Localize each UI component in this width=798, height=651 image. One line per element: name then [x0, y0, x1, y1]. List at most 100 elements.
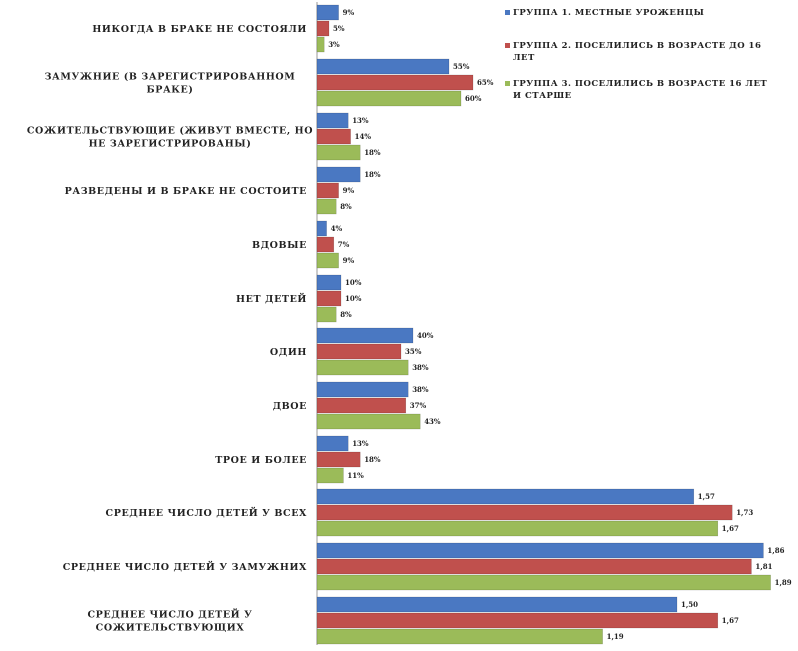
- bar-s1-c10: [316, 488, 695, 505]
- data-label-s1-c5: 4%: [331, 224, 343, 233]
- legend-entry-2: ГРУППА 2. ПОСЕЛИЛИСЬ В ВОЗРАСТЕ ДО 16 ЛЕТ: [513, 41, 761, 63]
- bar-s1-c11: [316, 542, 764, 559]
- data-label-s2-c10: 1,73: [736, 508, 753, 517]
- category-label-7: ОДИН: [270, 347, 307, 358]
- category-label-line: ТРОЕ И БОЛЕЕ: [215, 455, 307, 466]
- bar-s3-c2: [316, 90, 462, 107]
- data-label-s3-c7: 38%: [412, 363, 429, 372]
- bar-s1-c8: [316, 381, 409, 398]
- legend-entry-line: ГРУППА 2. ПОСЕЛИЛИСЬ В ВОЗРАСТЕ ДО 16: [513, 41, 761, 51]
- data-label-s1-c3: 13%: [352, 116, 369, 125]
- bar-s2-c3: [316, 128, 351, 145]
- data-label-s3-c3: 18%: [364, 148, 381, 157]
- bar-s2-c7: [316, 343, 402, 360]
- category-label-12: СРЕДНЕЕ ЧИСЛО ДЕТЕЙ У СОЖИТЕЛЬСТВУЮЩИХ: [88, 608, 253, 634]
- data-label-s3-c1: 3%: [328, 40, 340, 49]
- bar-s3-c11: [316, 574, 771, 591]
- data-label-s2-c2: 65%: [477, 78, 494, 87]
- bar-s1-c5: [316, 220, 327, 237]
- data-label-s1-c12: 1,50: [681, 600, 698, 609]
- data-label-s2-c6: 10%: [345, 294, 362, 303]
- bar-s1-c3: [316, 112, 349, 129]
- data-label-s2-c9: 18%: [364, 455, 381, 464]
- category-label-1: НИКОГДА В БРАКЕ НЕ СОСТОЯЛИ: [92, 24, 307, 35]
- bar-s2-c9: [316, 451, 361, 468]
- bar-s2-c5: [316, 236, 335, 253]
- chart-legend: ГРУППА 1. МЕСТНЫЕ УРОЖЕНЦЫ ГРУППА 2. ПОСЕ…: [505, 8, 767, 101]
- data-label-s3-c12: 1,19: [607, 632, 624, 641]
- legend-entry-line: И СТАРШЕ: [513, 91, 572, 101]
- bar-s1-c1: [316, 4, 339, 21]
- bar-s2-c12: [316, 612, 719, 629]
- bar-s1-c6: [316, 274, 342, 291]
- category-label-9: ТРОЕ И БОЛЕЕ: [215, 455, 307, 466]
- data-label-s1-c8: 38%: [412, 385, 429, 394]
- legend-entry-line: ГРУППА 1. МЕСТНЫЕ УРОЖЕНЦЫ: [513, 8, 704, 18]
- bar-s3-c1: [316, 36, 325, 53]
- bar-marks: [316, 4, 771, 645]
- category-label-3: СОЖИТЕЛЬСТВУЮЩИЕ (ЖИВУТ ВМЕСТЕ, НО НЕ ЗАР…: [27, 126, 313, 150]
- category-label-line: СРЕДНЕЕ ЧИСЛО ДЕТЕЙ У ВСЕХ: [106, 506, 307, 519]
- data-label-s2-c7: 35%: [405, 347, 422, 356]
- bar-s3-c8: [316, 413, 421, 430]
- data-label-s1-c10: 1,57: [698, 492, 715, 501]
- data-label-s1-c11: 1,86: [767, 546, 784, 555]
- data-label-s2-c4: 9%: [343, 186, 355, 195]
- data-label-s3-c10: 1,67: [722, 524, 739, 533]
- data-label-s1-c7: 40%: [417, 331, 434, 340]
- bar-s3-c7: [316, 359, 409, 376]
- category-labels: НИКОГДА В БРАКЕ НЕ СОСТОЯЛИ ЗАМУЖНИЕ (В З…: [27, 24, 313, 634]
- category-label-11: СРЕДНЕЕ ЧИСЛО ДЕТЕЙ У ЗАМУЖНИХ: [63, 560, 307, 573]
- category-label-line: БРАКЕ): [147, 85, 194, 96]
- data-label-s3-c4: 8%: [340, 202, 352, 211]
- category-label-5: ВДОВЫЕ: [252, 240, 307, 251]
- legend-entry-line: ГРУППА 3. ПОСЕЛИЛИСЬ В ВОЗРАСТЕ 16 ЛЕТ: [513, 79, 767, 89]
- data-label-s2-c12: 1,67: [722, 616, 739, 625]
- data-label-s1-c4: 18%: [364, 170, 381, 179]
- data-label-s1-c1: 9%: [343, 8, 355, 17]
- bar-s1-c4: [316, 166, 361, 183]
- legend-swatch-1: [505, 10, 510, 15]
- bar-s3-c10: [316, 520, 719, 537]
- legend-entry-1: ГРУППА 1. МЕСТНЫЕ УРОЖЕНЦЫ: [513, 8, 704, 18]
- category-label-10: СРЕДНЕЕ ЧИСЛО ДЕТЕЙ У ВСЕХ: [106, 506, 307, 519]
- category-label-4: РАЗВЕДЕНЫ И В БРАКЕ НЕ СОСТОИТЕ: [65, 186, 307, 197]
- data-label-s2-c11: 1,81: [755, 562, 772, 571]
- category-label-line: НЕ ЗАРЕГИСТРИРОВАНЫ): [89, 139, 252, 150]
- bar-s1-c7: [316, 327, 414, 344]
- category-label-line: ВДОВЫЕ: [252, 240, 307, 251]
- bar-s3-c9: [316, 467, 344, 484]
- data-label-s3-c8: 43%: [424, 417, 441, 426]
- data-label-s1-c2: 55%: [453, 62, 470, 71]
- category-label-line: СОЖИТЕЛЬСТВУЮЩИЕ (ЖИВУТ ВМЕСТЕ, НО: [27, 126, 313, 137]
- bar-s2-c11: [316, 558, 752, 575]
- bar-s2-c10: [316, 504, 733, 521]
- legend-swatch-3: [505, 81, 510, 86]
- data-label-s3-c11: 1,89: [775, 578, 792, 587]
- data-label-s2-c8: 37%: [410, 401, 427, 410]
- data-label-s2-c5: 7%: [338, 240, 350, 249]
- data-label-s2-c3: 14%: [355, 132, 372, 141]
- data-label-s1-c9: 13%: [352, 439, 369, 448]
- category-label-2: ЗАМУЖНИЕ (В ЗАРЕГИСТРИРОВАННОМ БРАКЕ): [45, 72, 296, 96]
- category-label-line: РАЗВЕДЕНЫ И В БРАКЕ НЕ СОСТОИТЕ: [65, 186, 307, 197]
- category-label-line: СРЕДНЕЕ ЧИСЛО ДЕТЕЙ У: [88, 608, 253, 621]
- category-label-line: ОДИН: [270, 347, 307, 358]
- legend-swatch-2: [505, 43, 510, 48]
- bar-s2-c6: [316, 290, 342, 307]
- bar-s3-c4: [316, 198, 337, 215]
- data-label-s1-c6: 10%: [345, 278, 362, 287]
- bar-s2-c8: [316, 397, 407, 414]
- legend-entry-line: ЛЕТ: [513, 53, 535, 63]
- data-label-s3-c5: 9%: [343, 256, 355, 265]
- data-label-s3-c9: 11%: [347, 471, 364, 480]
- legend-entry-3: ГРУППА 3. ПОСЕЛИЛИСЬ В ВОЗРАСТЕ 16 ЛЕТ И …: [513, 79, 767, 101]
- data-label-s3-c2: 60%: [465, 94, 482, 103]
- bar-s3-c5: [316, 252, 339, 269]
- category-label-line: НЕТ ДЕТЕЙ: [236, 292, 307, 305]
- bar-s3-c6: [316, 306, 337, 323]
- category-label-6: НЕТ ДЕТЕЙ: [236, 292, 307, 305]
- category-label-line: ДВОЕ: [273, 401, 307, 412]
